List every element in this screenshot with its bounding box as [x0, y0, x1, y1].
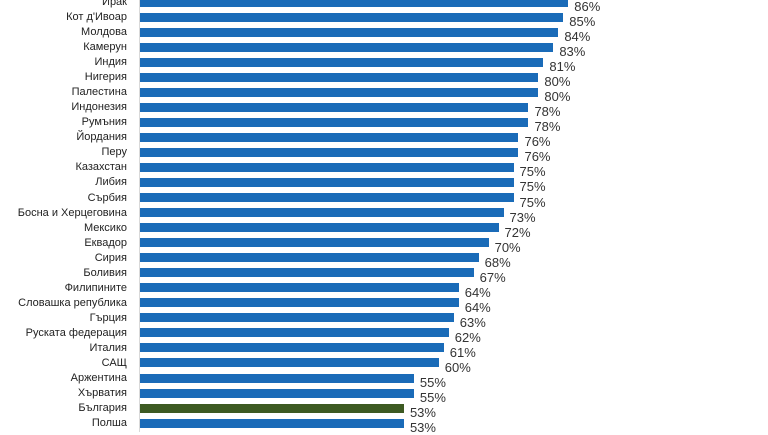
- data-label: 70%: [494, 239, 521, 255]
- category-label: Либия: [95, 176, 127, 189]
- category-label: Аржентина: [70, 372, 127, 384]
- bar: [140, 418, 404, 428]
- data-label: 78%: [534, 104, 561, 120]
- data-label: 64%: [464, 299, 491, 315]
- category-label: Индия: [94, 56, 127, 69]
- category-label: Камерун: [83, 41, 127, 54]
- data-label: 73%: [509, 209, 536, 225]
- data-label: 83%: [559, 44, 586, 60]
- bar: [140, 102, 529, 112]
- bar: [140, 177, 514, 187]
- data-label: 60%: [444, 359, 471, 375]
- category-label: Полша: [91, 417, 127, 430]
- category-label: Филипините: [64, 281, 127, 294]
- data-label: 85%: [569, 14, 596, 30]
- bar: [140, 193, 514, 203]
- data-label: 84%: [564, 29, 591, 45]
- category-label: Руската федерация: [25, 326, 127, 339]
- category-label: Босна и Херцеговина: [17, 206, 127, 219]
- data-label: 81%: [549, 59, 576, 75]
- bar: [140, 132, 519, 142]
- data-label: 75%: [519, 164, 546, 180]
- category-label: Сърбия: [87, 191, 127, 204]
- data-label: 75%: [519, 194, 546, 210]
- bar: [140, 0, 569, 7]
- bar: [140, 87, 539, 97]
- data-label: 78%: [534, 119, 561, 135]
- bar: [140, 162, 514, 172]
- data-label: 75%: [519, 179, 546, 195]
- bar: [140, 147, 519, 157]
- bar: [140, 403, 404, 413]
- category-label: Гърция: [89, 311, 127, 324]
- category-label: Молдова: [81, 26, 127, 39]
- bar: [140, 223, 499, 233]
- bar: [140, 358, 439, 368]
- data-label: 55%: [419, 375, 446, 390]
- data-label: 53%: [409, 420, 436, 435]
- category-label: Мексико: [83, 221, 127, 234]
- bar: [140, 238, 489, 248]
- data-label: 72%: [504, 224, 531, 240]
- bar: [140, 208, 504, 218]
- bar: [140, 283, 459, 293]
- category-label: Италия: [89, 341, 127, 354]
- data-label: 68%: [484, 254, 511, 270]
- category-label: Нигерия: [84, 71, 127, 84]
- bar: [140, 42, 554, 52]
- data-label: 80%: [544, 74, 571, 90]
- category-label: Словашка република: [18, 296, 127, 309]
- category-label: Сирия: [94, 251, 127, 264]
- bar: [140, 343, 444, 353]
- category-label: Боливия: [83, 266, 127, 279]
- bar: [140, 12, 564, 22]
- bar: [140, 268, 474, 278]
- data-label: 63%: [459, 314, 486, 330]
- bar: [140, 373, 414, 383]
- category-label: Палестина: [71, 86, 127, 99]
- category-label: Хърватия: [77, 387, 127, 400]
- data-label: 76%: [524, 149, 551, 165]
- bar: [140, 298, 459, 308]
- bar: [140, 328, 449, 338]
- category-label: Индонезия: [71, 101, 127, 114]
- category-label: САЩ: [101, 356, 127, 369]
- category-label: Казахстан: [75, 161, 127, 174]
- bar: [140, 57, 544, 67]
- bar: [140, 27, 559, 37]
- data-label: 80%: [544, 89, 571, 105]
- category-label: България: [78, 402, 127, 415]
- data-label: 76%: [524, 134, 551, 150]
- bar: [140, 388, 414, 398]
- data-label: 86%: [574, 0, 601, 14]
- data-label: 67%: [479, 269, 506, 285]
- bar: [140, 117, 529, 127]
- bar: [140, 72, 539, 82]
- bar: [140, 313, 454, 323]
- bar: [140, 253, 479, 263]
- category-label: Кот д'Ивоар: [66, 11, 127, 24]
- category-label: Йордания: [76, 131, 127, 144]
- category-label: Еквадор: [84, 236, 127, 249]
- category-axis: [139, 0, 140, 432]
- data-label: 62%: [454, 329, 481, 345]
- category-label: Румъния: [81, 116, 127, 129]
- data-label: 53%: [409, 405, 436, 421]
- data-label: 64%: [464, 284, 491, 300]
- data-label: 55%: [419, 390, 446, 406]
- category-label: Перу: [101, 146, 127, 159]
- data-label: 61%: [449, 344, 476, 360]
- category-label: Ирак: [102, 0, 127, 8]
